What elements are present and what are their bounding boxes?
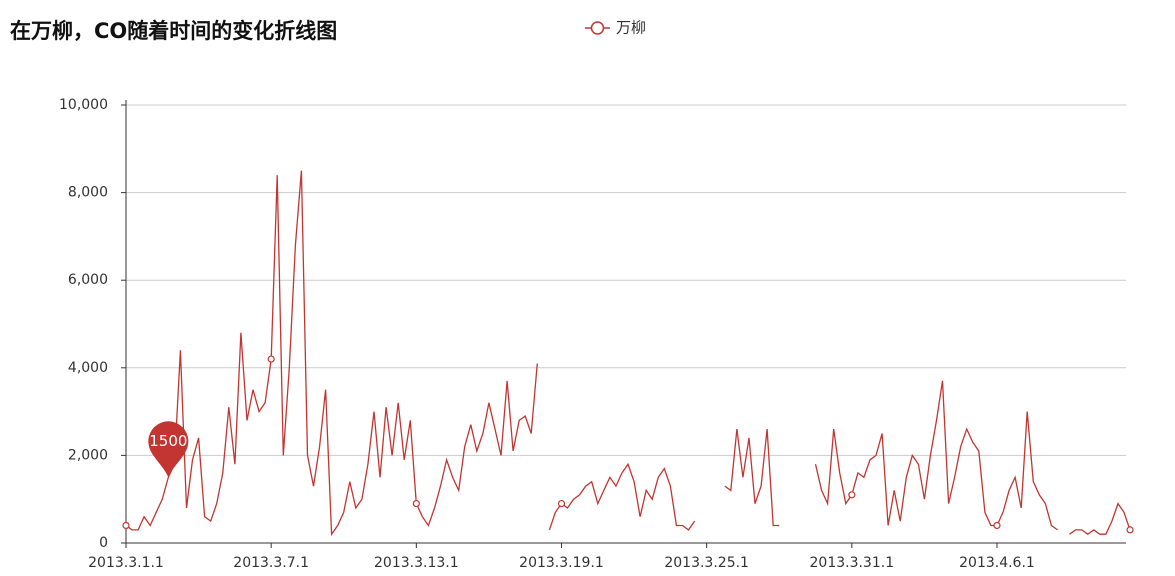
x-tick-label: 2013.3.25.1 [664,555,749,571]
y-tick-label: 4,000 [68,360,108,376]
x-tick-label: 2013.3.31.1 [810,555,895,571]
point [848,491,856,499]
x-tick-label: 2013.4.6.1 [959,555,1035,571]
mark-pin [148,421,189,478]
x-tick-label: 2013.3.1.1 [88,555,164,571]
mark-point [148,421,189,478]
y-tick-label: 6,000 [68,272,108,288]
point [1126,526,1134,534]
y-tick-label: 0 [99,535,108,551]
point [267,355,275,363]
series-line [125,170,1131,537]
chart-title: 在万柳，CO随着时间的变化折线图 [10,19,337,43]
point [557,499,566,508]
y-tick-label: 2,000 [68,447,108,463]
x-tick-label: 2013.3.13.1 [374,555,459,571]
legend-label: 万柳 [616,19,646,37]
y-tick-label: 8,000 [68,185,108,201]
x-tick-label: 2013.3.19.1 [519,555,604,571]
mark-label: 1500 [149,432,187,450]
point [993,521,1001,530]
y-tick-label: 10,000 [59,97,108,113]
legend-symbol [590,21,605,35]
x-tick-label: 2013.3.7.1 [233,555,309,571]
point [122,521,130,530]
point [412,499,420,508]
